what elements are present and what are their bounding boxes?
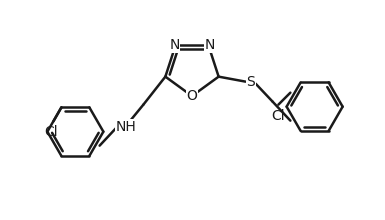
Text: N: N [169,38,180,52]
Text: O: O [187,89,198,103]
Text: Cl: Cl [45,125,58,139]
Text: NH: NH [116,120,137,134]
Text: S: S [246,75,255,89]
Text: Cl: Cl [271,109,285,123]
Text: N: N [204,38,215,52]
